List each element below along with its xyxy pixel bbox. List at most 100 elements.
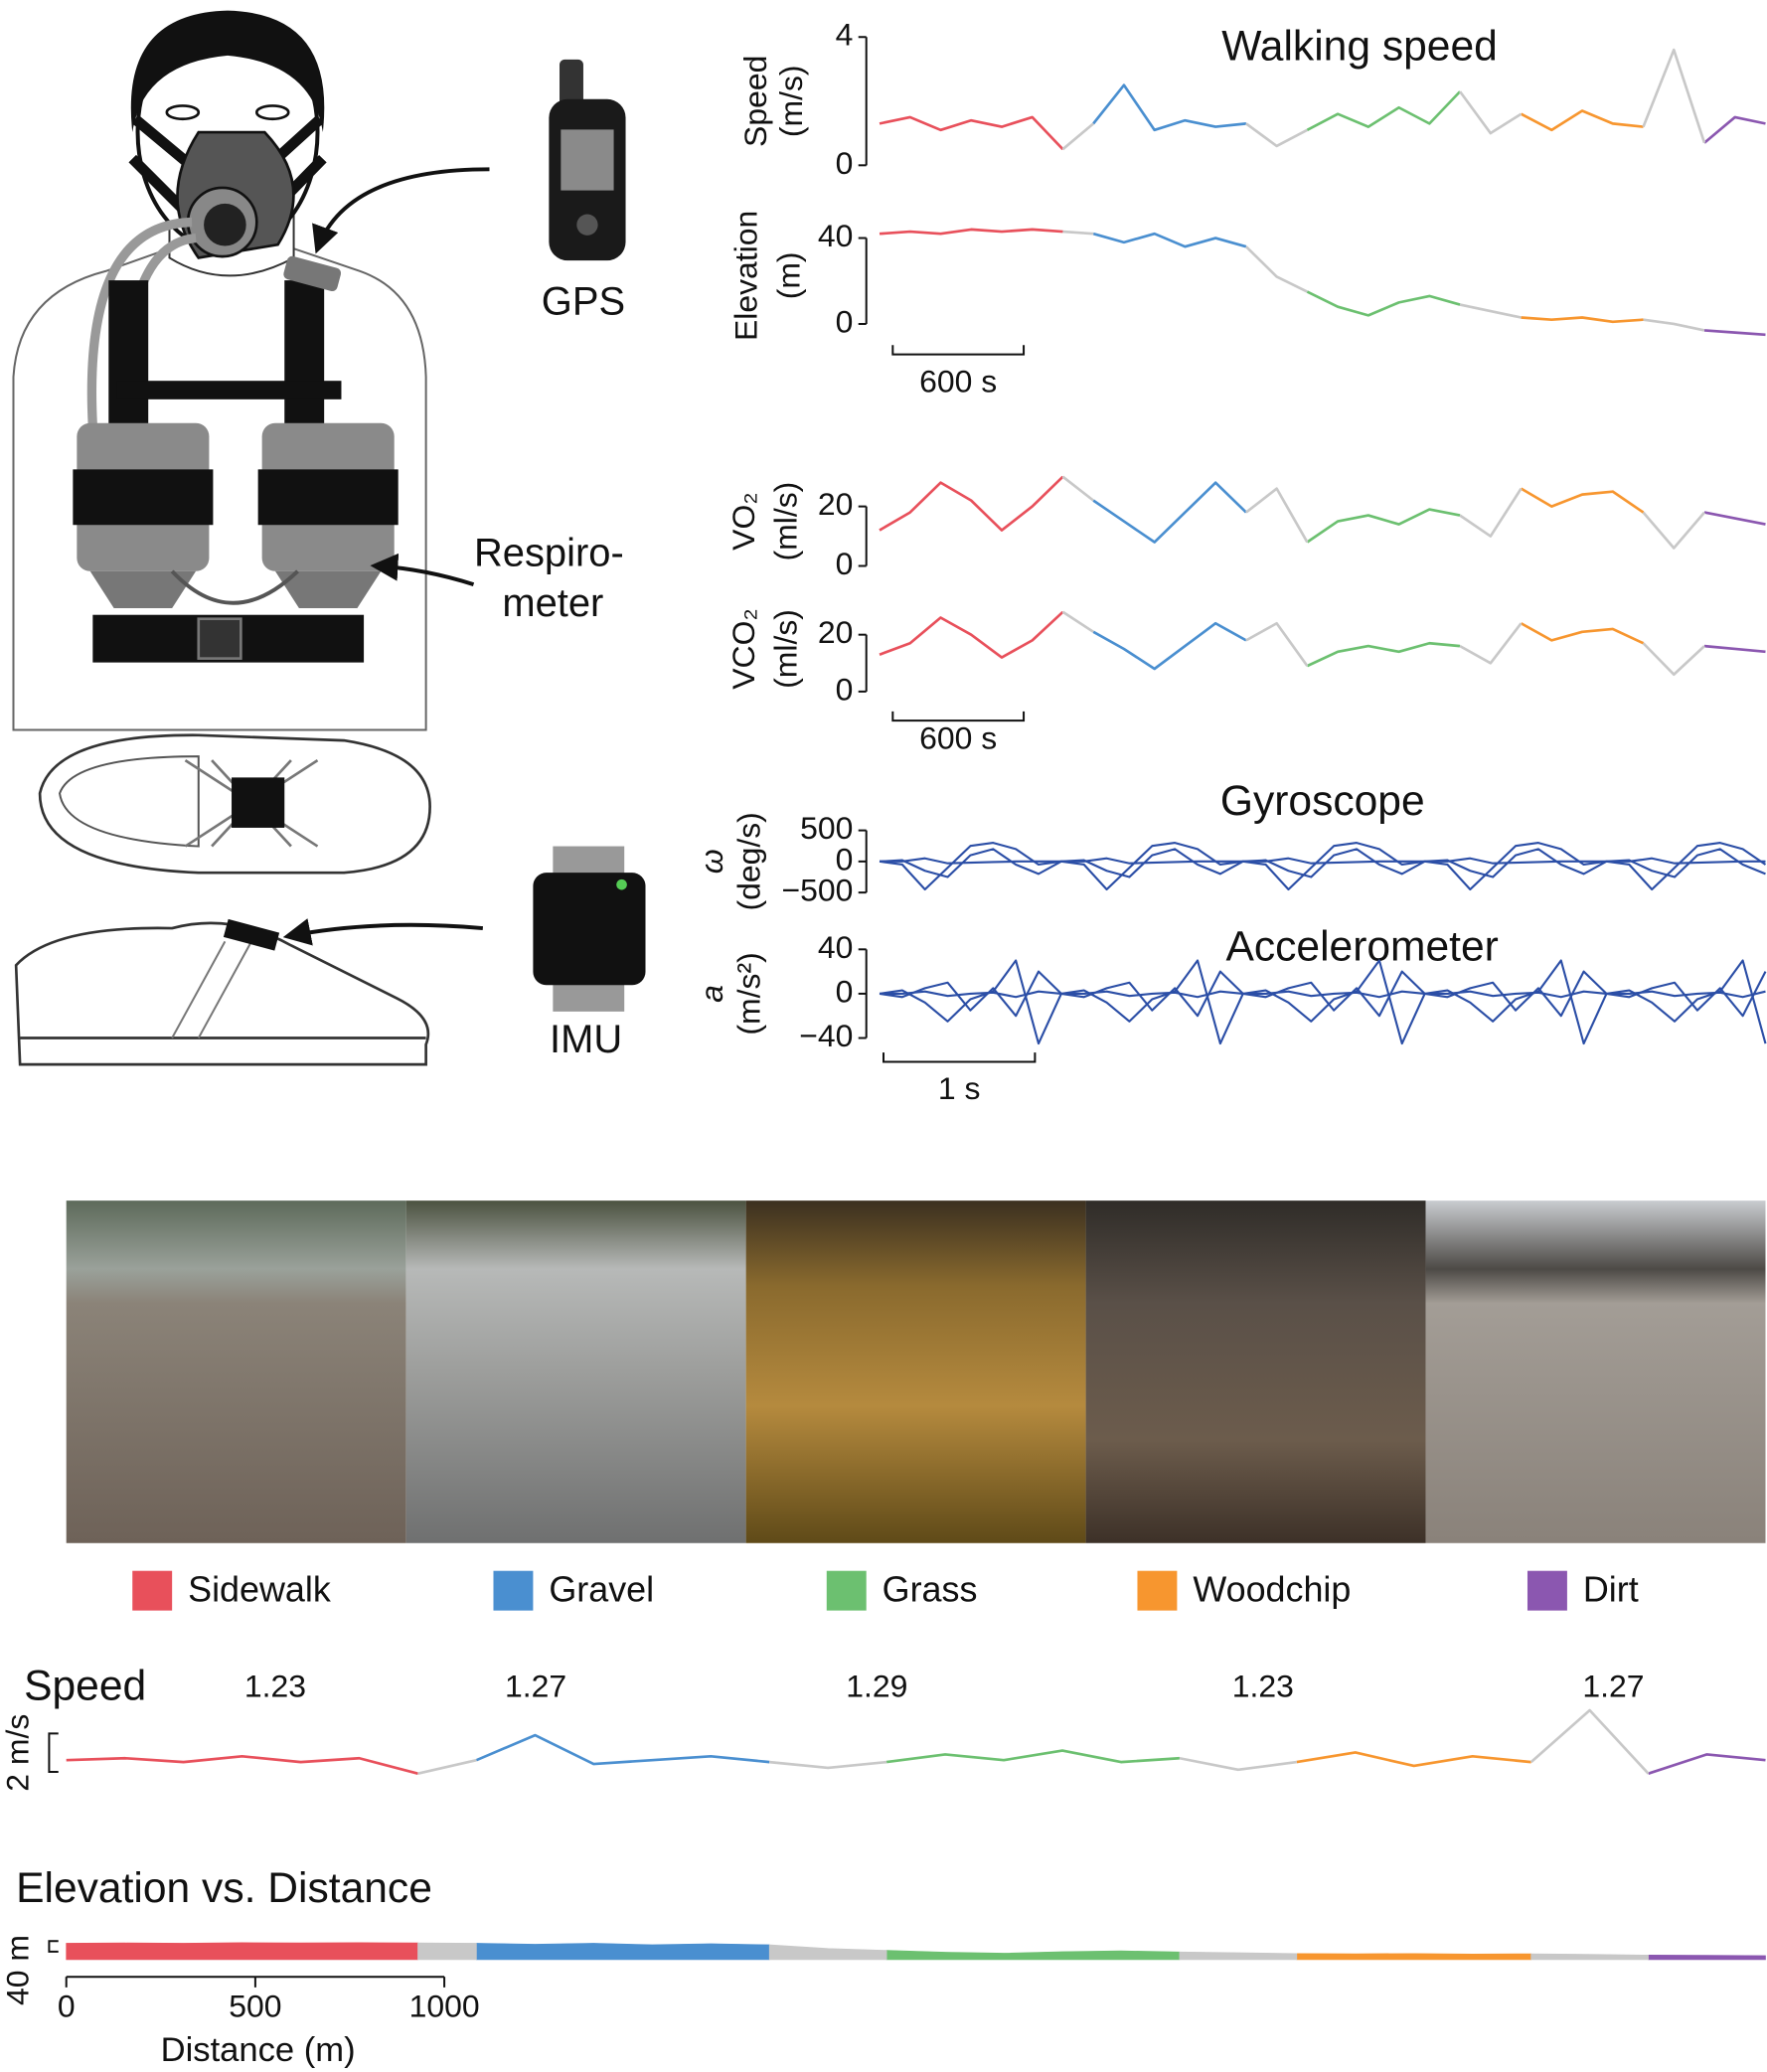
legend-label: Woodchip <box>1193 1568 1351 1609</box>
y-tick-label: 4 <box>836 17 854 53</box>
y-tick-label: −500 <box>781 873 853 908</box>
scale-bar <box>883 1052 1037 1063</box>
data-line <box>417 1708 1650 1775</box>
mask-valve <box>204 203 246 246</box>
data-line <box>66 1754 418 1775</box>
photo-grass <box>745 1200 1086 1543</box>
gps-button <box>576 214 598 236</box>
watch-led <box>616 878 627 890</box>
respirometer-label: meter <box>502 581 603 625</box>
respirometer-band <box>257 469 399 526</box>
chart-title: Walking speed <box>1221 22 1498 70</box>
data-line <box>1306 290 1461 317</box>
chart-title: Speed <box>24 1662 146 1709</box>
chart-title: Elevation vs. Distance <box>16 1864 432 1912</box>
data-line <box>879 475 1064 532</box>
y-axis-label: Speed <box>737 56 773 147</box>
imu-sensor <box>232 777 285 828</box>
y-tick-label: −40 <box>799 1018 853 1053</box>
scale-bar-label: 600 s <box>919 363 997 398</box>
y-axis-label: VCO₂ <box>725 608 761 690</box>
data-line <box>1306 508 1461 544</box>
data-line <box>1061 48 1706 151</box>
scale-bar-label: 600 s <box>919 720 997 756</box>
eye <box>254 104 290 121</box>
legend-swatch <box>132 1570 173 1611</box>
data-line <box>1092 481 1247 544</box>
y-tick-label: 20 <box>818 486 854 522</box>
data-line <box>1061 610 1705 677</box>
data-line <box>1520 487 1645 514</box>
legend-label: Dirt <box>1583 1568 1639 1609</box>
gps-label: GPS <box>542 280 625 324</box>
data-line <box>1703 329 1766 337</box>
scale-bar <box>48 1732 59 1773</box>
person-illustration <box>12 10 427 731</box>
data-line <box>885 1749 1180 1764</box>
data-line <box>1703 115 1766 144</box>
data-line <box>1092 232 1247 248</box>
arrow <box>282 918 484 946</box>
data-line <box>1092 83 1247 132</box>
harness-strap <box>116 381 342 399</box>
watch-body <box>533 873 646 986</box>
scale-bar <box>891 345 1026 356</box>
eye <box>165 104 201 121</box>
data-line <box>1306 641 1461 668</box>
belt-buckle <box>197 617 242 660</box>
shoe-top-view <box>38 733 431 875</box>
y-axis-label: (ml/s) <box>768 609 804 689</box>
data-line <box>475 1733 770 1766</box>
chart-title: Gyroscope <box>1220 777 1425 825</box>
respirometer-base <box>89 570 382 609</box>
x-axis-label: Distance (m) <box>161 2031 356 2069</box>
data-line <box>879 115 1064 151</box>
legend-swatch <box>826 1570 867 1611</box>
data-line <box>879 610 1064 659</box>
gps-device <box>549 59 626 261</box>
gps-screen <box>561 129 614 191</box>
y-axis-label: (ml/s) <box>768 482 804 561</box>
y-tick-label: 500 <box>800 810 853 846</box>
harness-strap <box>284 280 325 439</box>
y-axis-label: (deg/s) <box>730 812 766 910</box>
y-axis-label: (m/s²) <box>730 952 766 1035</box>
data-line <box>1520 622 1645 645</box>
scale-bar-label: 1 s <box>938 1070 981 1106</box>
legend-label: Gravel <box>549 1568 654 1609</box>
mean-speed-label: 1.23 <box>244 1669 306 1704</box>
elevation-area <box>476 1943 770 1961</box>
y-tick-label: 0 <box>836 973 854 1009</box>
imu-sensor <box>223 918 280 951</box>
y-tick-label: 40 <box>818 218 854 253</box>
y-axis-label: Elevation <box>728 211 764 341</box>
data-line <box>880 857 1766 865</box>
y-tick-label: 0 <box>836 841 854 877</box>
data-line <box>1521 316 1644 324</box>
imu-watch <box>533 846 646 1012</box>
legend-label: Sidewalk <box>188 1568 331 1609</box>
respirometer-label: Respiro- <box>474 531 624 574</box>
y-tick-label: 0 <box>836 145 854 181</box>
legend-swatch <box>1526 1570 1567 1611</box>
harness-strap <box>108 280 149 439</box>
photo-woodchip <box>1085 1200 1426 1543</box>
shoe-sole <box>59 755 200 848</box>
scale-bar-label: 2 m/s <box>0 1714 36 1792</box>
photo-gravel <box>405 1200 746 1543</box>
data-line <box>1061 475 1706 550</box>
elevation-area <box>66 1942 418 1961</box>
data-line <box>1703 644 1766 654</box>
mean-speed-label: 1.23 <box>1232 1669 1294 1704</box>
y-tick-label: 40 <box>818 929 854 965</box>
head-strap <box>128 114 327 216</box>
shoe-stripe <box>171 940 252 1038</box>
y-tick-label: 20 <box>818 614 854 650</box>
mean-speed-label: 1.27 <box>1582 1669 1644 1704</box>
y-axis-label: (m) <box>770 251 806 299</box>
y-tick-label: 0 <box>836 546 854 581</box>
y-tick-label: 0 <box>836 303 854 339</box>
data-line <box>1062 230 1705 332</box>
elevation-area <box>885 1950 1181 1961</box>
